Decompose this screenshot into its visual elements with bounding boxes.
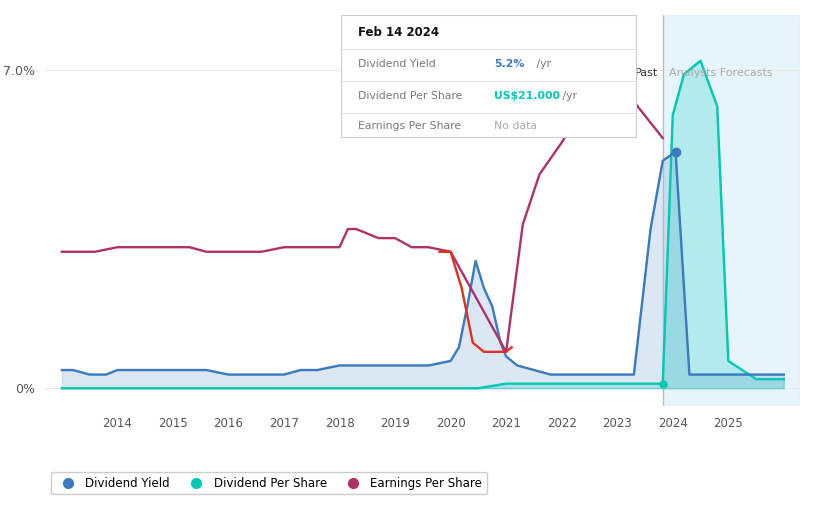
Text: Earnings Per Share: Earnings Per Share <box>359 121 461 131</box>
Text: Analysts Forecasts: Analysts Forecasts <box>669 68 773 78</box>
Text: Feb 14 2024: Feb 14 2024 <box>359 26 439 39</box>
Text: /yr: /yr <box>559 91 577 101</box>
Text: Dividend Per Share: Dividend Per Share <box>359 91 463 101</box>
Text: Past: Past <box>635 68 658 78</box>
Text: 5.2%: 5.2% <box>494 59 525 69</box>
Text: No data: No data <box>494 121 538 131</box>
Bar <box>663 15 800 406</box>
Text: Dividend Yield: Dividend Yield <box>359 59 436 69</box>
Legend: Dividend Yield, Dividend Per Share, Earnings Per Share: Dividend Yield, Dividend Per Share, Earn… <box>51 472 487 494</box>
Text: US$21.000: US$21.000 <box>494 91 561 101</box>
Text: /yr: /yr <box>533 59 551 69</box>
